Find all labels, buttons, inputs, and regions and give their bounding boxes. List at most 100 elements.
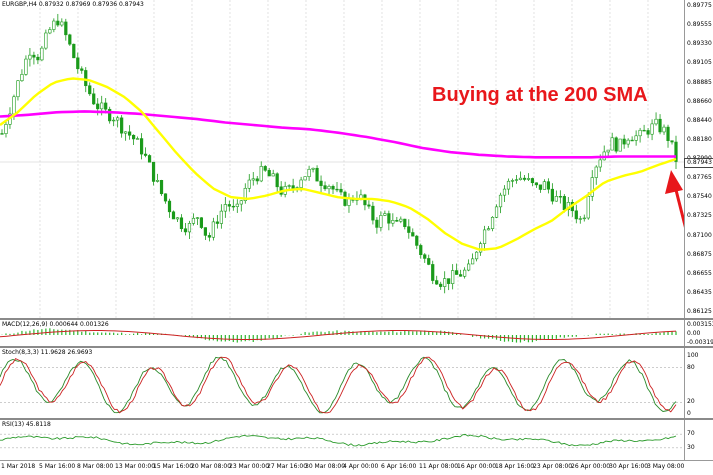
price-axis-label: 0.86125 [687, 308, 712, 315]
candle-body [84, 70, 88, 87]
candle-body [155, 180, 160, 182]
time-axis-label: 20 Mar 08:00 [191, 463, 232, 470]
time-axis: 1 Mar 2018 5 Mar 16:00 8 Mar 08:00 13 Mar 0… [0, 460, 713, 475]
candle-body [12, 96, 16, 115]
price-axis-label: 0.87325 [687, 212, 712, 220]
time-axis-label: 16 Apr 00:00 [457, 463, 497, 470]
stochastic-axis-label: 80 [687, 363, 695, 371]
candle-body [514, 179, 519, 181]
candle-body [474, 251, 479, 260]
price-axis-label: 0.88180 [687, 135, 712, 143]
macd-pane[interactable]: MACD(12,26,9) 0.000644 0.001326 [0, 320, 684, 346]
candle-body [455, 270, 459, 275]
candle-body [463, 269, 467, 277]
candle-body [187, 223, 192, 233]
time-axis-label: 8 Mar 08:00 [77, 463, 114, 470]
candle-body [271, 173, 275, 177]
candle-body [167, 200, 172, 213]
candle-body [147, 155, 152, 163]
candle-body [502, 188, 507, 196]
candle-body [558, 196, 562, 198]
rsi-label: RSI(13) 45.8118 [2, 421, 51, 428]
stochastic-pane[interactable]: Stoch(8,3,3) 11.9628 26.9693 [0, 348, 684, 418]
candle-body [471, 258, 475, 265]
pane-separator[interactable] [0, 318, 713, 320]
candle-body [143, 153, 148, 156]
macd-axis: 0.003153 0.00 -0.00319 [684, 320, 713, 346]
candle-body [530, 178, 535, 184]
candle-body [431, 264, 435, 281]
candle-body [387, 213, 391, 224]
candle-body [383, 213, 387, 216]
candle-body [423, 254, 427, 259]
candle-body [108, 108, 112, 122]
candle-body [467, 263, 471, 271]
stochastic-signal-line [0, 356, 677, 414]
candle-body [335, 188, 339, 191]
candle-body [32, 54, 36, 58]
stochastic-main-line [0, 356, 677, 414]
price-chart-pane[interactable]: EURGBP,H4 0.87932 0.87969 0.87936 0.8794… [0, 0, 684, 318]
pane-separator[interactable] [0, 346, 713, 348]
candle-body [239, 200, 243, 205]
price-axis-label: 0.89105 [687, 59, 712, 67]
time-axis-label: 15 Mar 16:00 [153, 463, 194, 470]
candle-body [415, 235, 419, 246]
annotation-arrow-head [665, 170, 683, 194]
candle-body [128, 131, 132, 136]
candle-body [56, 20, 60, 26]
candle-body [307, 168, 311, 177]
price-axis-label: 0.88440 [687, 116, 712, 124]
candle-body [0, 133, 4, 135]
price-axis-label: 0.87765 [687, 174, 712, 182]
candle-body [662, 126, 666, 133]
candle-body [132, 134, 136, 140]
candle-body [116, 117, 120, 121]
candle-body [367, 204, 371, 207]
time-axis-label: 13 Mar 00:00 [115, 463, 156, 470]
pane-separator[interactable] [0, 418, 713, 420]
candle-body [24, 58, 28, 75]
stochastic-axis-label: 0 [687, 410, 691, 417]
candle-body [395, 220, 399, 222]
rsi-pane[interactable]: RSI(13) 45.8118 [0, 420, 684, 460]
candle-body [120, 117, 124, 134]
candle-body [227, 204, 231, 207]
candle-body [447, 278, 451, 284]
candle-body [179, 217, 184, 230]
candle-body [267, 170, 271, 177]
candle-body [482, 229, 487, 244]
price-axis-label: 0.86655 [687, 269, 712, 277]
candle-body [231, 205, 235, 208]
candle-body [175, 217, 180, 220]
candle-body [183, 228, 188, 233]
candle-body [52, 20, 56, 30]
candle-body [20, 74, 24, 82]
candle-body [586, 196, 590, 219]
candle-body [40, 47, 44, 61]
candle-body [510, 180, 515, 182]
candle-body [646, 130, 650, 135]
candle-body [331, 186, 335, 190]
candle-body [439, 283, 443, 287]
rsi-axis-label: 70 [687, 430, 695, 438]
candle-body [223, 204, 227, 212]
current-price-tag: 0.87943 [684, 158, 713, 168]
candle-body [546, 181, 550, 190]
candle-body [638, 129, 642, 137]
candle-body [674, 141, 678, 162]
time-axis-label: 18 Apr 16:00 [495, 463, 535, 470]
candle-body [650, 123, 654, 135]
candle-body [542, 181, 546, 190]
stochastic-axis: 100 80 20 0 [684, 348, 713, 418]
candle-body [151, 161, 156, 182]
candle-body [630, 139, 634, 142]
candle-body [427, 258, 431, 265]
candle-body [211, 221, 215, 238]
candle-body [411, 232, 415, 237]
candle-body [139, 138, 144, 155]
rsi-svg [0, 433, 684, 449]
candle-body [68, 34, 72, 45]
symbol-label: EURGBP,H4 0.87932 0.87969 0.87936 0.8794… [2, 1, 144, 8]
candle-body [443, 278, 447, 287]
